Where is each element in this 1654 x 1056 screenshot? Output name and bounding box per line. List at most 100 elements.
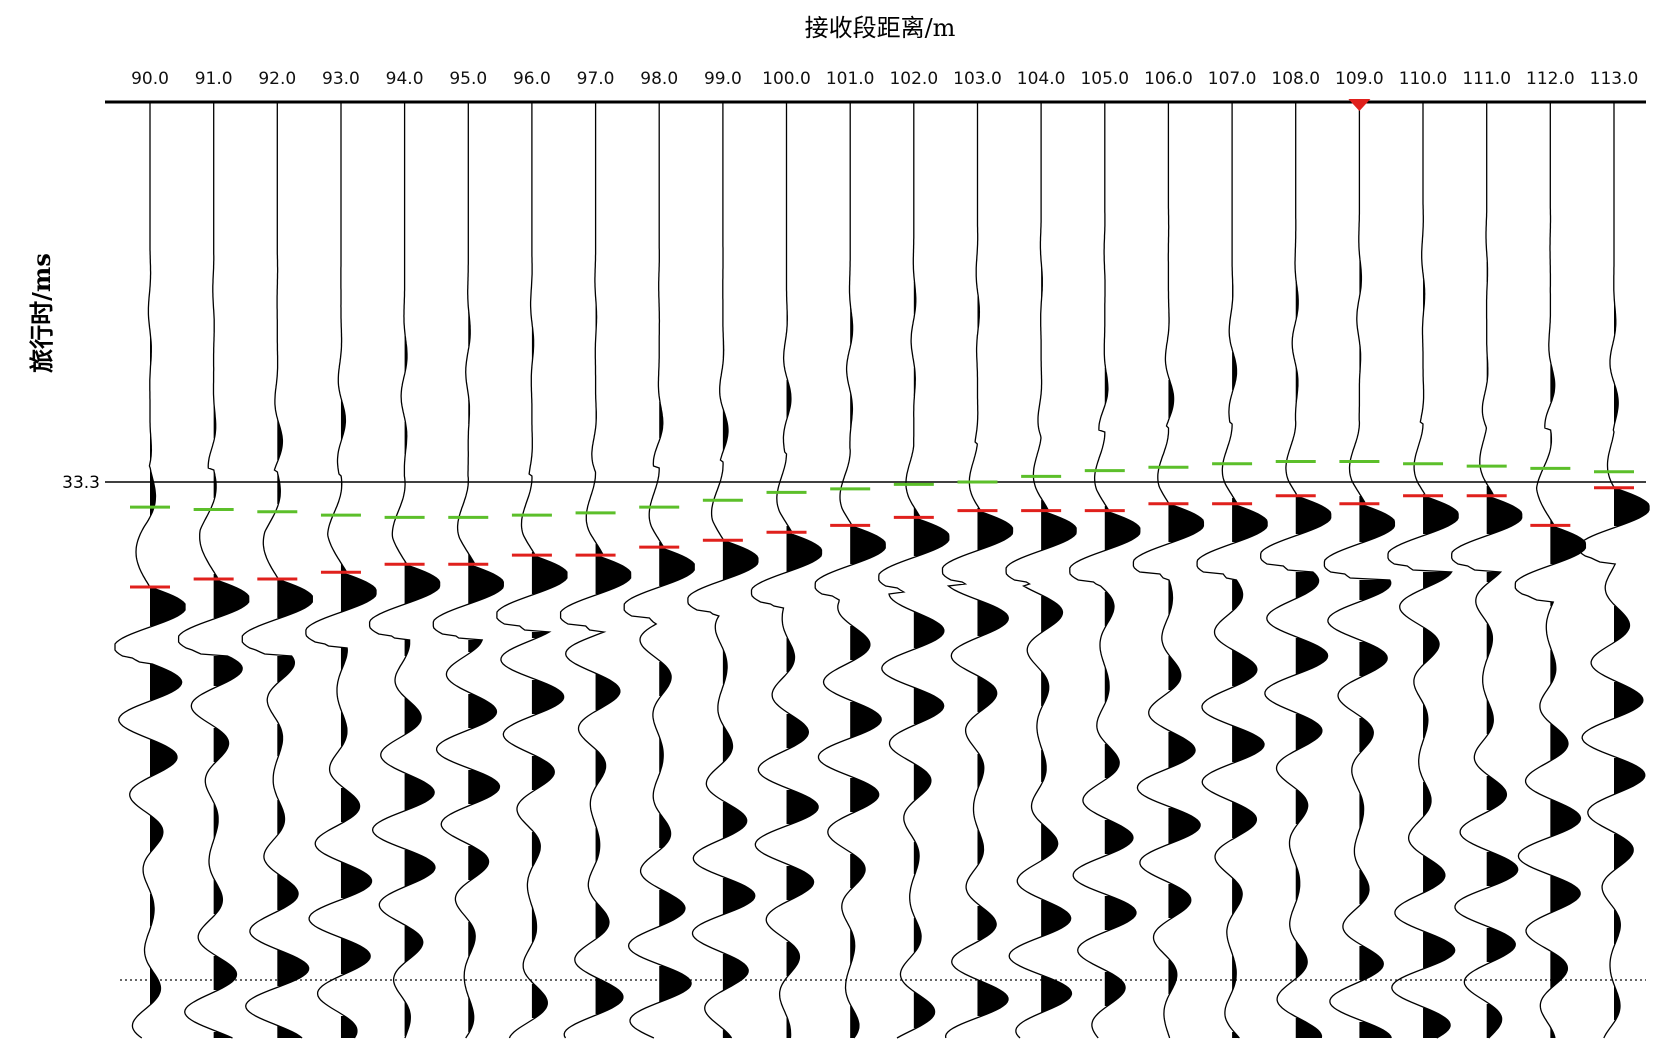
trace-fill	[213, 880, 223, 914]
trace-fill	[468, 922, 476, 956]
trace-fill	[1041, 824, 1058, 860]
trace-fill	[786, 942, 800, 976]
trace-fill	[213, 574, 249, 618]
trace-fill	[1550, 952, 1568, 988]
trace-fill	[786, 866, 814, 900]
trace-fill	[213, 406, 216, 438]
x-tick-label: 97.0	[577, 69, 615, 89]
trace-fill	[213, 956, 237, 990]
trace-fill	[1486, 624, 1493, 658]
trace-wiggle	[1069, 102, 1141, 1039]
trace-fill	[1550, 520, 1586, 564]
trace-fill	[1232, 580, 1243, 610]
trace-fill	[1423, 782, 1431, 816]
trace-fill	[1359, 718, 1374, 752]
trace-fill	[340, 400, 346, 440]
trace-fill	[1550, 602, 1554, 606]
trace-wiggle	[941, 102, 1014, 1039]
x-tick-label: 103.0	[953, 69, 1002, 89]
trace-fill	[404, 422, 407, 454]
trace-fill	[659, 738, 664, 772]
trace-fill	[1423, 390, 1424, 398]
trace-fill	[1168, 884, 1191, 918]
trace-fill	[850, 524, 886, 564]
trace-fill	[1168, 312, 1170, 324]
trace-fill	[1614, 910, 1621, 944]
trace-fill	[1359, 794, 1364, 828]
trace-fill	[659, 966, 692, 1002]
trace-fill	[1550, 800, 1581, 836]
trace-fill	[1104, 820, 1133, 854]
trace-fill	[1295, 942, 1308, 978]
trace-fill	[1423, 572, 1452, 588]
x-tick-label: 113.0	[1590, 69, 1639, 89]
trace-fill	[786, 714, 809, 748]
trace-fill	[722, 878, 755, 914]
trace-fill	[786, 638, 795, 672]
trace-fill	[277, 950, 309, 986]
trace-fill	[1104, 506, 1140, 550]
trace-fill	[340, 712, 347, 746]
trace-fill	[850, 778, 879, 812]
trace-fill	[531, 832, 541, 866]
trace-fill	[913, 992, 935, 1028]
trace-fill	[786, 526, 822, 572]
trace-fill	[1423, 494, 1459, 534]
trace-fill	[913, 688, 944, 724]
trace-fill	[468, 694, 497, 728]
x-tick-label: 96.0	[513, 69, 551, 89]
trace-fill	[404, 1002, 411, 1036]
trace-fill	[1295, 790, 1308, 824]
trace-fill	[468, 312, 471, 346]
x-tick-label: 101.0	[826, 69, 875, 89]
trace-fill	[722, 802, 747, 838]
trace-fill	[786, 790, 819, 824]
trace-fill	[340, 1016, 357, 1038]
y-axis-label: 旅行时/ms	[27, 253, 56, 373]
trace-fill	[977, 676, 997, 712]
trace-fill	[1295, 572, 1319, 598]
trace-fill	[1232, 498, 1268, 542]
trace-fill	[850, 1006, 859, 1038]
trace-fill	[150, 336, 152, 366]
trace-fill	[1423, 932, 1455, 968]
trace-fill	[595, 978, 623, 1014]
trace-fill	[977, 830, 984, 864]
trace-fill	[1423, 280, 1425, 312]
trace-fill	[404, 698, 422, 734]
x-tick-label: 107.0	[1208, 69, 1257, 89]
trace-fill	[1614, 384, 1619, 424]
trace-fill	[659, 890, 685, 926]
trace-fill	[531, 680, 564, 714]
x-tick-label: 92.0	[258, 69, 296, 89]
trace-fill	[1550, 876, 1581, 912]
x-tick-label: 102.0	[889, 69, 938, 89]
trace-fill	[722, 650, 728, 684]
trace-fill	[340, 334, 342, 346]
trace-fill	[1359, 580, 1391, 600]
trace-fill	[1232, 1032, 1240, 1038]
trace-fill	[1550, 432, 1552, 446]
trace-fill	[1550, 724, 1568, 760]
trace-fill	[1423, 628, 1440, 664]
x-tick-label: 100.0	[762, 69, 811, 89]
trace-fill	[850, 308, 853, 344]
trace-fill	[659, 402, 663, 438]
trace-fill	[531, 328, 534, 360]
trace-wiggle	[1578, 102, 1650, 1039]
trace-fill	[1359, 260, 1362, 294]
trace-fill	[913, 508, 949, 556]
trace-fill	[1104, 744, 1120, 778]
trace-fill	[1168, 808, 1201, 844]
x-tick-label: 112.0	[1526, 69, 1575, 89]
trace-fill	[213, 320, 215, 332]
x-tick-label: 106.0	[1144, 69, 1193, 89]
trace-fill	[595, 408, 597, 422]
trace-fill	[1168, 380, 1174, 418]
trace-fill	[1041, 900, 1071, 936]
x-tick-label: 104.0	[1017, 69, 1066, 89]
trace-fill	[1168, 580, 1173, 614]
trace-fill	[850, 702, 882, 738]
